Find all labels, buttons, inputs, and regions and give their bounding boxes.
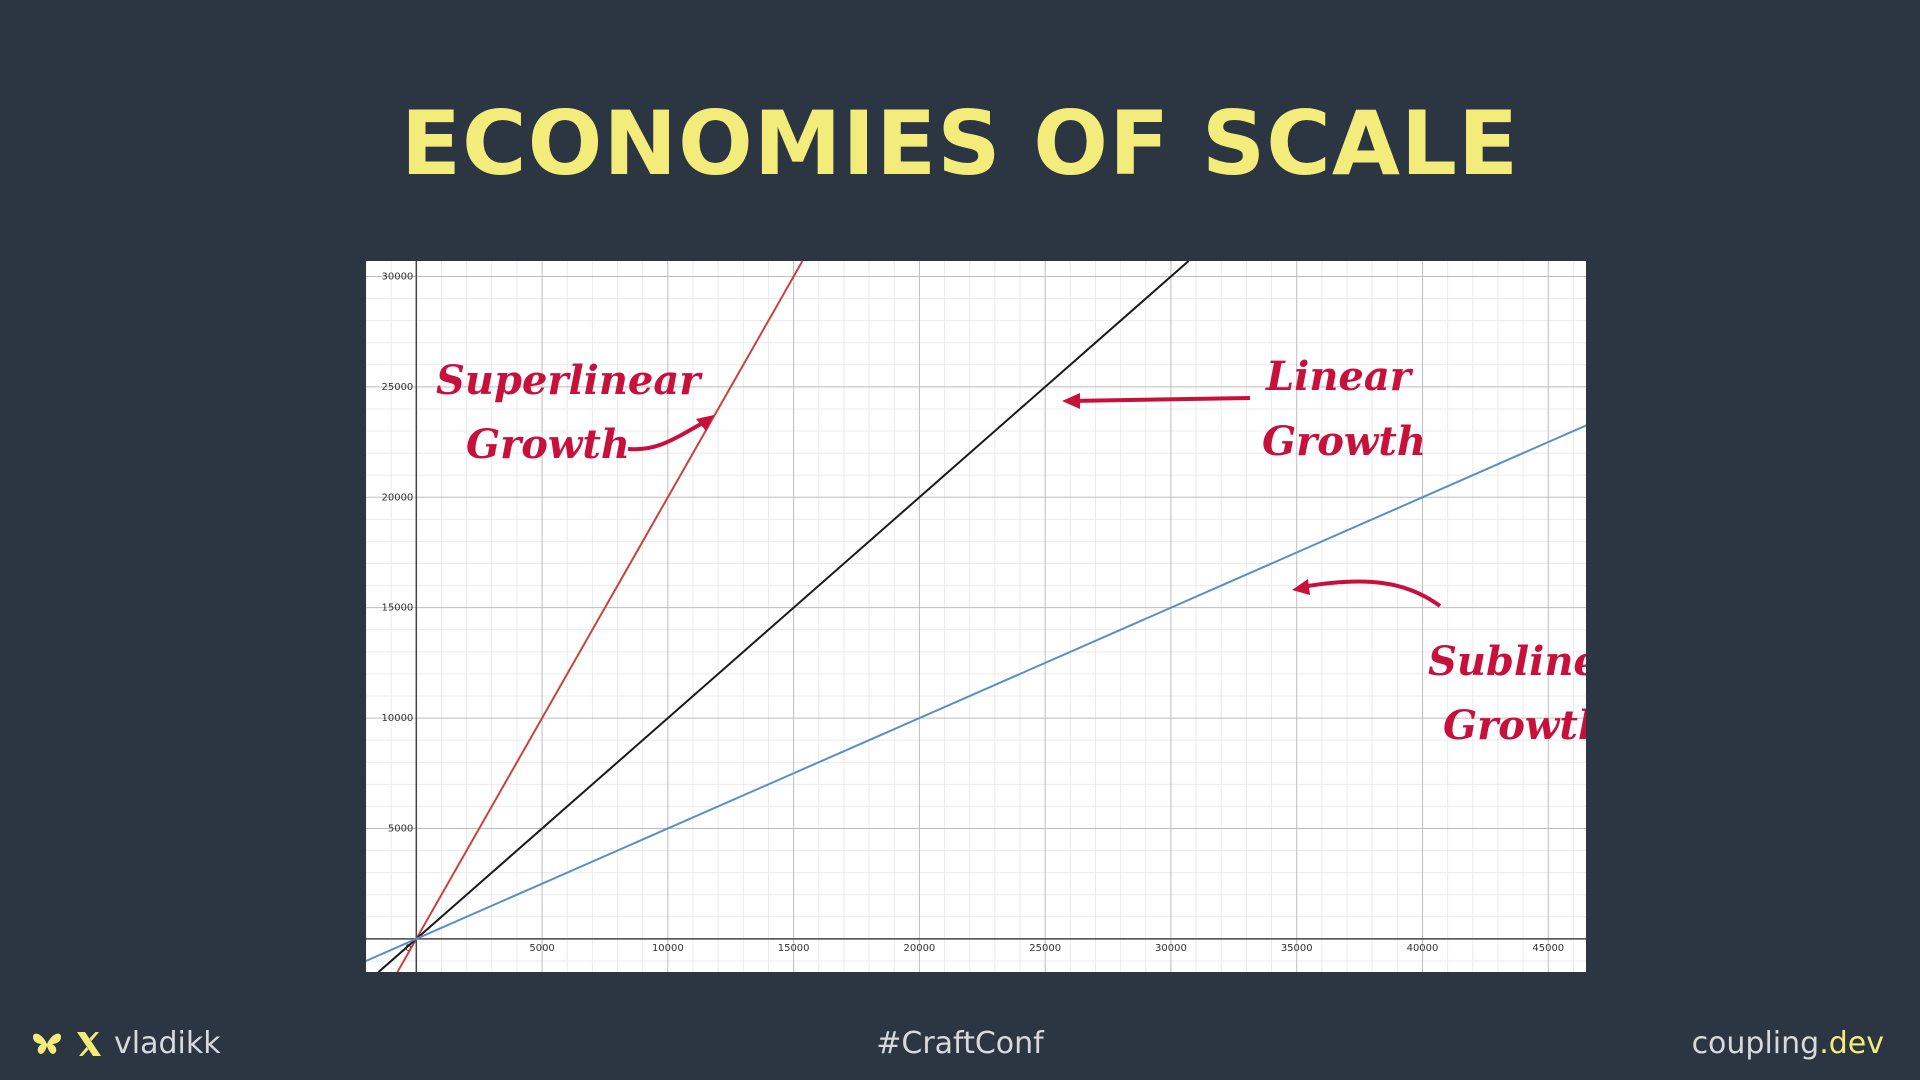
arrow-superlinear [627,419,707,452]
annotation-linear-line2: Growth [1262,418,1426,465]
chart-svg: 5000 10000 15000 20000 25000 30000 35000 40000 4… [366,261,1586,972]
series-line-linear [377,261,1190,972]
growth-chart: 5000 10000 15000 20000 25000 30000 35000 40000 4… [366,261,1586,972]
arrow-sublinear [1301,579,1442,608]
annotation-sublinear: Sublinear Growth [1292,579,1586,749]
annotation-linear-line1: Linear [1265,353,1414,400]
axes [366,261,1586,972]
series-lines [366,261,1586,972]
butterfly-icon[interactable] [30,1027,64,1061]
y-tick-label: 15000 [381,603,413,614]
x-icon[interactable] [72,1027,106,1061]
arrow-linear [1067,396,1251,403]
y-tick-label: 10000 [381,713,413,724]
series-line-superlinear [396,261,804,972]
annotation-sublinear-line2: Growth [1443,702,1586,749]
y-tick-label: 30000 [381,271,413,282]
footer-site: coupling.dev [1692,1024,1884,1064]
x-tick-label: 40000 [1407,943,1439,954]
site-main: coupling [1691,1026,1820,1061]
arrowhead-linear [1062,393,1080,409]
annotation-sublinear-line1: Sublinear [1428,638,1586,685]
annotation-superlinear-line1: Superlinear [436,357,703,404]
footer-hashtag: #CraftConf [0,1024,1920,1064]
hashtag-text: #CraftConf [876,1026,1044,1061]
arrowhead-superlinear [696,415,714,431]
y-tick-label: 20000 [381,492,413,503]
x-tick-label: 10000 [652,943,684,954]
x-tick-label: 25000 [1029,943,1061,954]
footer-social: vladikk [30,1024,221,1064]
x-tick-label: 45000 [1532,943,1564,954]
slide-title: ECONOMIES OF SCALE [400,92,1520,195]
tick-labels: 5000 10000 15000 20000 25000 30000 35000 40000 4… [381,271,1564,953]
annotation-superlinear-line2: Growth [466,421,630,468]
x-tick-label: 35000 [1281,943,1313,954]
annotation-superlinear: Superlinear Growth [436,357,714,468]
x-tick-label: 5000 [529,943,554,954]
annotation-linear: Linear Growth [1062,353,1426,465]
major-gridlines [366,261,1586,972]
y-tick-label: 25000 [381,382,413,393]
y-tick-label: 5000 [388,823,413,834]
arrowhead-sublinear [1292,579,1310,595]
footer-handle: vladikk [114,1026,221,1061]
x-tick-label: 15000 [778,943,810,954]
origin-label: 0 [405,943,411,954]
site-accent: .dev [1819,1026,1884,1061]
x-tick-label: 20000 [903,943,935,954]
series-line-sublinear [366,424,1586,962]
minor-gridlines [366,261,1586,972]
x-tick-label: 30000 [1155,943,1187,954]
